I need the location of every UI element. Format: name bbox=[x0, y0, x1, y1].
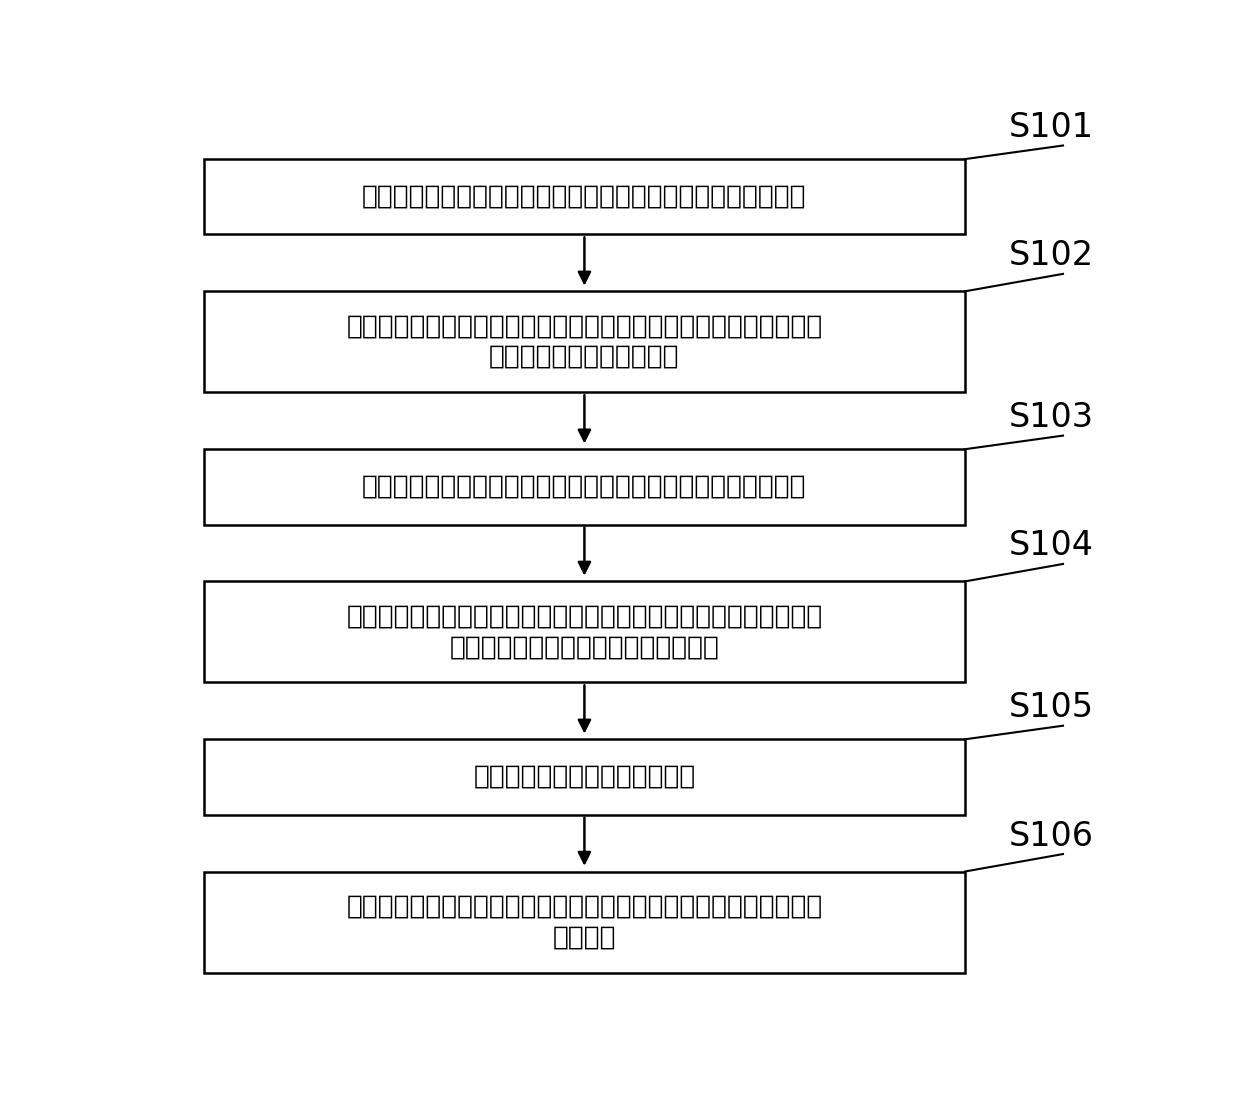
Bar bbox=[203, 872, 965, 973]
Bar bbox=[203, 291, 965, 393]
Text: 根据滤波后的电动调节阀控制信号，控制天然气管道水力系统中的流: 根据滤波后的电动调节阀控制信号，控制天然气管道水力系统中的流 bbox=[346, 894, 822, 920]
Text: 对天然气管道水力系统中天然气的流量数据和压力数据进行传感: 对天然气管道水力系统中天然气的流量数据和压力数据进行传感 bbox=[362, 183, 807, 210]
Bar bbox=[203, 159, 965, 235]
Text: 量和压力: 量和压力 bbox=[553, 924, 616, 950]
Bar bbox=[203, 449, 965, 525]
Text: 保护设定值，获取电动调节阀控制信号: 保护设定值，获取电动调节阀控制信号 bbox=[449, 634, 719, 661]
Bar bbox=[203, 582, 965, 683]
Text: S106: S106 bbox=[1009, 820, 1094, 853]
Text: 根据压力测量值、流量测量值、流量设定值、高压保护设定值、低压: 根据压力测量值、流量测量值、流量设定值、高压保护设定值、低压 bbox=[346, 604, 822, 629]
Text: S101: S101 bbox=[1009, 111, 1094, 143]
Text: S104: S104 bbox=[1009, 529, 1094, 563]
Text: 取压力测量值和流量测量值: 取压力测量值和流量测量值 bbox=[489, 344, 680, 370]
Text: 采集流量数据和压力数据，对流量数据和压力数据进行滤波容错，获: 采集流量数据和压力数据，对流量数据和压力数据进行滤波容错，获 bbox=[346, 314, 822, 339]
Bar bbox=[203, 739, 965, 815]
Text: S105: S105 bbox=[1009, 692, 1094, 724]
Text: 对电动调节阀控制信号进行滤波: 对电动调节阀控制信号进行滤波 bbox=[474, 764, 696, 790]
Text: S103: S103 bbox=[1009, 401, 1094, 434]
Text: 接收用户输入的流量设定值、高压保护设定值、低压保护设定值: 接收用户输入的流量设定值、高压保护设定值、低压保护设定值 bbox=[362, 474, 807, 500]
Text: S102: S102 bbox=[1008, 239, 1094, 272]
